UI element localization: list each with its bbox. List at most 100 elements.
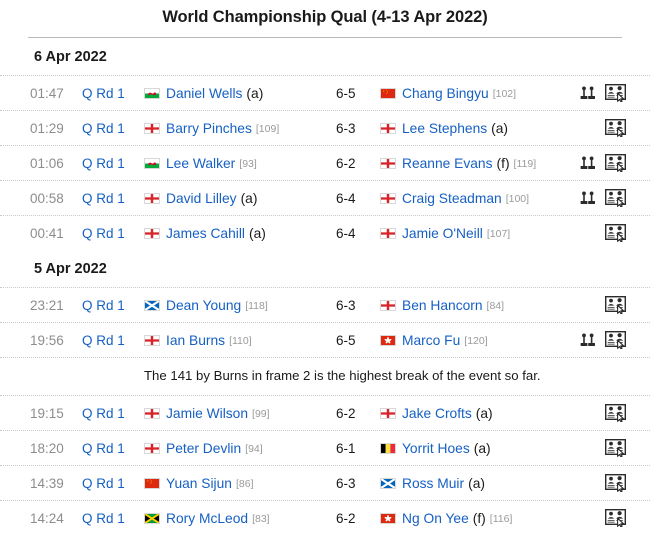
player-name-link[interactable]: David Lilley <box>166 190 237 206</box>
head-to-head-icon[interactable] <box>580 156 596 170</box>
match-round-link[interactable]: Q Rd 1 <box>82 85 125 101</box>
player-name-link[interactable]: Jamie Wilson <box>166 405 249 421</box>
player-ranking: [110] <box>229 335 252 347</box>
match-row[interactable]: 19:56 Q Rd 1 Ian Burns [110] 6-5 Marco Fu [120… <box>0 322 650 357</box>
player-right: Jamie O'Neill [107] <box>380 226 566 241</box>
match-round-link[interactable]: Q Rd 1 <box>82 440 125 456</box>
player-name-link[interactable]: Peter Devlin <box>166 440 242 456</box>
player-ranking: [116] <box>489 513 513 525</box>
player-name-link[interactable]: Rory McLeod <box>166 510 249 526</box>
scorecard-icon[interactable] <box>605 296 626 314</box>
match-row[interactable]: 00:41 Q Rd 1 James Cahill (a) 6-4 Jamie O'Nei… <box>0 215 650 250</box>
match-row[interactable]: 18:20 Q Rd 1 Peter Devlin [94] 6-1 Yorrit Hoe… <box>0 430 650 465</box>
row-icons <box>566 296 626 314</box>
player-name-link[interactable]: Yuan Sijun <box>166 475 232 491</box>
flag-icon-england <box>380 227 396 239</box>
player-ranking: [118] <box>245 300 268 312</box>
match-round-link[interactable]: Q Rd 1 <box>82 405 125 421</box>
scorecard-icon[interactable] <box>605 84 626 102</box>
player-name-link[interactable]: Daniel Wells <box>166 85 243 101</box>
player-left: David Lilley (a) <box>144 191 336 206</box>
player-name-link[interactable]: Marco Fu <box>402 332 461 348</box>
player-ranking: [83] <box>252 513 270 525</box>
player-name-link[interactable]: Barry Pinches <box>166 120 252 136</box>
player-name-link[interactable]: Craig Steadman <box>402 190 502 206</box>
scorecard-icon[interactable] <box>605 439 626 457</box>
flag-icon-wales <box>144 157 160 169</box>
flag-icon-england <box>144 407 160 419</box>
match-row[interactable]: 19:15 Q Rd 1 Jamie Wilson [99] 6-2 Jake Croft… <box>0 395 650 430</box>
match-score: 6-4 <box>336 225 356 241</box>
match-time: 01:06 <box>30 155 64 171</box>
match-list: 23:21 Q Rd 1 Dean Young [118] 6-3 Ben Hancorn… <box>0 287 650 535</box>
player-name-link[interactable]: Ian Burns <box>166 332 226 348</box>
scorecard-icon[interactable] <box>605 119 626 137</box>
head-to-head-icon[interactable] <box>580 333 596 347</box>
match-row[interactable]: 23:21 Q Rd 1 Dean Young [118] 6-3 Ben Hancorn… <box>0 287 650 322</box>
player-name-link[interactable]: Jake Crofts <box>402 405 472 421</box>
match-row[interactable]: 01:29 Q Rd 1 Barry Pinches [109] 6-3 Lee Step… <box>0 110 650 145</box>
player-ranking: [119] <box>513 158 537 170</box>
player-right: Yorrit Hoes (a) <box>380 441 566 456</box>
match-time: 18:20 <box>30 440 64 456</box>
flag-icon-jamaica <box>144 512 160 524</box>
head-to-head-icon[interactable] <box>580 86 596 100</box>
scorecard-icon[interactable] <box>605 154 626 172</box>
scorecard-icon[interactable] <box>605 224 626 242</box>
scorecard-icon[interactable] <box>605 189 626 207</box>
match-round-link[interactable]: Q Rd 1 <box>82 120 125 136</box>
match-time: 23:21 <box>30 297 64 313</box>
player-name-link[interactable]: Ng On Yee <box>402 510 469 526</box>
player-name-link[interactable]: James Cahill <box>166 225 245 241</box>
match-round-link[interactable]: Q Rd 1 <box>82 510 125 526</box>
flag-icon-belgium <box>380 442 396 454</box>
player-tag: (a) <box>468 475 485 491</box>
flag-icon-scotland <box>380 477 396 489</box>
match-time: 14:24 <box>30 510 64 526</box>
match-row[interactable]: 01:47 Q Rd 1 Daniel Wells (a) 6-5 Chang Bingy… <box>0 75 650 110</box>
player-name-link[interactable]: Reanne Evans <box>402 155 493 171</box>
match-score: 6-1 <box>336 440 356 456</box>
player-left: Lee Walker [93] <box>144 156 336 171</box>
player-tag: (a) <box>240 190 258 206</box>
match-row[interactable]: 14:39 Q Rd 1 Yuan Sijun [86] 6-3 Ross Muir (a) <box>0 465 650 500</box>
match-row[interactable]: 00:58 Q Rd 1 David Lilley (a) 6-4 Craig Stead… <box>0 180 650 215</box>
player-name-link[interactable]: Chang Bingyu <box>402 85 489 101</box>
match-row[interactable]: 01:06 Q Rd 1 Lee Walker [93] 6-2 Reanne Evans… <box>0 145 650 180</box>
player-name-link[interactable]: Lee Stephens <box>402 120 488 136</box>
match-time: 00:41 <box>30 225 64 241</box>
player-tag: (f) <box>496 155 510 171</box>
match-score: 6-2 <box>336 155 356 171</box>
player-name-link[interactable]: Yorrit Hoes <box>402 440 470 456</box>
match-round-link[interactable]: Q Rd 1 <box>82 155 125 171</box>
scorecard-icon[interactable] <box>605 509 626 527</box>
match-score: 6-3 <box>336 297 356 313</box>
player-ranking: [102] <box>492 88 517 100</box>
player-right: Reanne Evans (f) [119] <box>380 156 566 171</box>
player-name-link[interactable]: Ben Hancorn <box>402 297 483 313</box>
match-round-link[interactable]: Q Rd 1 <box>82 475 125 491</box>
flag-icon-england <box>380 157 396 169</box>
row-icons <box>566 154 626 172</box>
player-name-link[interactable]: Lee Walker <box>166 155 236 171</box>
match-round-link[interactable]: Q Rd 1 <box>82 332 125 348</box>
player-name-link[interactable]: Ross Muir <box>402 475 465 491</box>
match-score: 6-3 <box>336 120 356 136</box>
match-note: The 141 by Burns in frame 2 is the highe… <box>0 357 650 395</box>
flag-icon-england <box>380 407 396 419</box>
player-right: Craig Steadman [100] <box>380 191 566 206</box>
scorecard-icon[interactable] <box>605 331 626 349</box>
flag-icon-wales <box>144 87 160 99</box>
match-round-link[interactable]: Q Rd 1 <box>82 225 125 241</box>
head-to-head-icon[interactable] <box>580 191 596 205</box>
match-round-link[interactable]: Q Rd 1 <box>82 190 125 206</box>
row-icons <box>566 331 626 349</box>
results-page: World Championship Qual (4-13 Apr 2022) … <box>0 8 650 535</box>
scorecard-icon[interactable] <box>605 474 626 492</box>
player-name-link[interactable]: Dean Young <box>166 297 242 313</box>
scorecard-icon[interactable] <box>605 404 626 422</box>
match-row[interactable]: 14:24 Q Rd 1 Rory McLeod [83] 6-2 Ng On Yee (f… <box>0 500 650 535</box>
match-list: 01:47 Q Rd 1 Daniel Wells (a) 6-5 Chang Bingy… <box>0 75 650 250</box>
match-round-link[interactable]: Q Rd 1 <box>82 297 125 313</box>
player-name-link[interactable]: Jamie O'Neill <box>402 225 483 241</box>
